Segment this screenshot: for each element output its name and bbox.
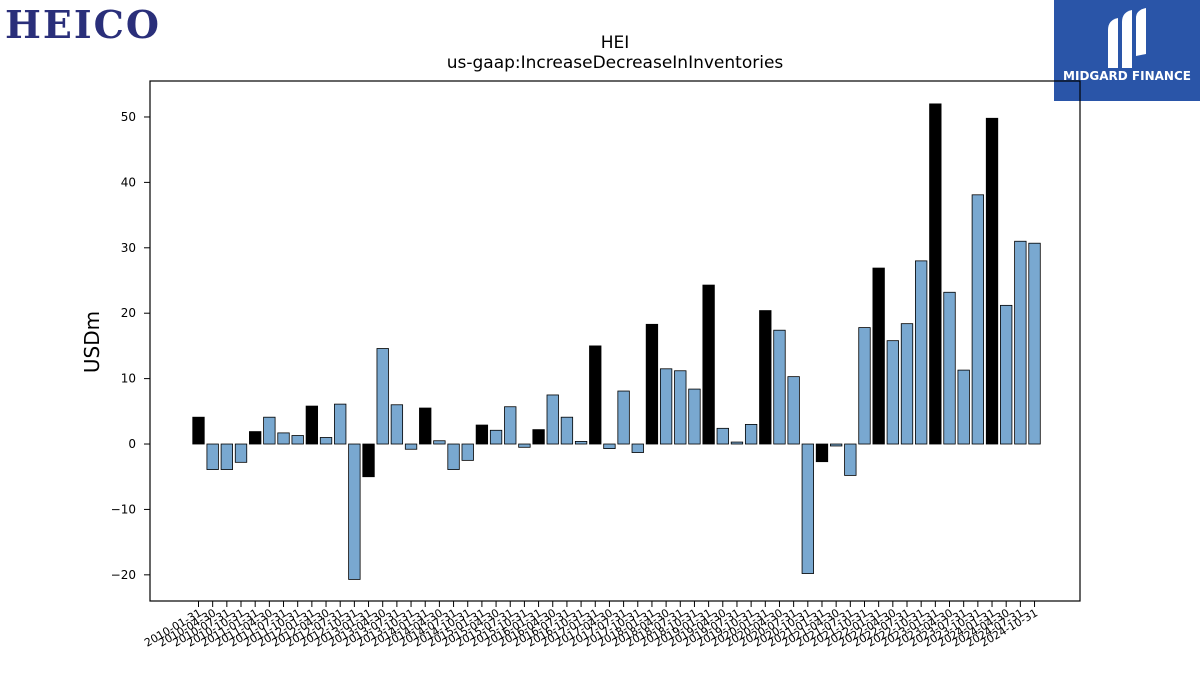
bar-2017-01-31 bbox=[589, 345, 602, 445]
bar-2012-01-31 bbox=[305, 405, 319, 445]
bar-2019-04-30 bbox=[716, 427, 729, 445]
bar-2020-01-31 bbox=[759, 310, 772, 445]
bar-2024-07-31 bbox=[1014, 240, 1027, 445]
bars-group bbox=[192, 103, 1041, 580]
x-axis: 2010-01-312010-04-302010-07-312010-10-31… bbox=[142, 601, 1040, 650]
y-tick-label: −10 bbox=[111, 502, 136, 516]
plot-frame bbox=[149, 80, 1081, 602]
bar-2022-04-30 bbox=[886, 340, 899, 445]
y-axis: −20 −10 0 10 20 30 40 50 bbox=[111, 110, 150, 582]
chart-title: HEI bbox=[601, 33, 630, 53]
bar-2014-07-31 bbox=[447, 443, 460, 470]
midgard-finance-logo: MIDGARD FINANCE bbox=[1054, 0, 1200, 101]
bar-2021-01-31 bbox=[815, 443, 829, 463]
bar-2010-10-31 bbox=[234, 443, 248, 463]
bar-2017-10-31 bbox=[631, 443, 644, 453]
y-tick-label: 30 bbox=[121, 241, 136, 255]
bar-2018-10-31 bbox=[688, 388, 701, 445]
y-tick-label: 0 bbox=[128, 437, 136, 451]
bar-2016-01-31 bbox=[532, 429, 545, 445]
bar-2023-10-31 bbox=[971, 194, 984, 445]
bar-2010-01-31 bbox=[192, 416, 205, 445]
bar-2024-01-31 bbox=[985, 117, 999, 445]
bar-2013-01-31 bbox=[362, 443, 375, 478]
y-tick-label: −20 bbox=[111, 568, 136, 582]
bar-2023-07-31 bbox=[957, 369, 970, 445]
midgard-logo-text: MIDGARD FINANCE bbox=[1063, 69, 1191, 83]
y-tick-label: 40 bbox=[121, 175, 136, 189]
y-axis-label: USDm bbox=[80, 311, 104, 373]
bar-2014-01-31 bbox=[419, 407, 432, 445]
y-tick-label: 10 bbox=[121, 372, 136, 386]
bar-2012-10-31 bbox=[348, 443, 361, 580]
bar-2011-10-31 bbox=[291, 435, 304, 445]
bar-2021-10-31 bbox=[858, 327, 871, 445]
bar-2010-07-31 bbox=[220, 443, 233, 470]
bar-2020-10-31 bbox=[801, 443, 814, 574]
bar-2023-04-30 bbox=[943, 291, 956, 445]
bar-2012-04-30 bbox=[319, 437, 333, 445]
bar-2013-10-31 bbox=[404, 443, 418, 450]
bar-2015-04-30 bbox=[489, 429, 503, 445]
bar-2023-01-31 bbox=[929, 103, 942, 445]
chart-subtitle: us-gaap:IncreaseDecreaseInInventories bbox=[447, 53, 784, 73]
bar-2016-10-31 bbox=[574, 440, 588, 445]
midgard-logo-icon bbox=[1108, 8, 1146, 68]
bar-2018-07-31 bbox=[674, 370, 687, 445]
bar-2020-07-31 bbox=[787, 376, 800, 445]
bar-2015-10-31 bbox=[518, 443, 531, 448]
bar-2021-07-31 bbox=[844, 443, 857, 476]
bar-2019-07-31 bbox=[730, 441, 744, 445]
bar-2019-10-31 bbox=[744, 423, 758, 445]
bar-2013-07-31 bbox=[390, 404, 404, 445]
bar-2018-01-31 bbox=[645, 323, 659, 445]
bar-2016-04-30 bbox=[546, 394, 559, 445]
bar-2014-04-30 bbox=[433, 440, 446, 445]
bar-2021-04-30 bbox=[830, 443, 843, 447]
bar-2013-04-30 bbox=[376, 348, 389, 445]
y-tick-label: 50 bbox=[121, 110, 136, 124]
heico-logo: HEICO bbox=[5, 2, 161, 47]
bar-2022-10-31 bbox=[915, 260, 928, 445]
bar-2012-07-31 bbox=[334, 403, 347, 445]
bar-2014-10-31 bbox=[461, 443, 474, 461]
bar-2016-07-31 bbox=[560, 416, 574, 445]
bar-2017-04-30 bbox=[603, 443, 616, 449]
bar-2022-07-31 bbox=[900, 323, 914, 445]
bar-2020-04-30 bbox=[773, 329, 786, 445]
bar-2017-07-31 bbox=[617, 390, 630, 445]
bar-2010-04-30 bbox=[206, 443, 219, 470]
bar-2011-07-31 bbox=[277, 432, 290, 445]
bar-2018-04-30 bbox=[659, 368, 673, 445]
bar-2015-01-31 bbox=[475, 424, 489, 445]
bar-2015-07-31 bbox=[504, 406, 517, 445]
bar-2011-04-30 bbox=[263, 416, 276, 445]
bar-2024-10-31 bbox=[1028, 242, 1041, 445]
bar-2024-04-30 bbox=[1000, 304, 1013, 445]
bar-2011-01-31 bbox=[249, 431, 262, 445]
bar-2022-01-31 bbox=[872, 267, 885, 445]
y-tick-label: 20 bbox=[121, 306, 136, 320]
bar-2019-01-31 bbox=[702, 284, 715, 445]
